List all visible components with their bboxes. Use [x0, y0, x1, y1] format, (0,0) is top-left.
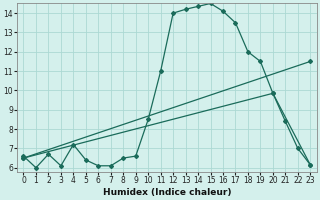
- X-axis label: Humidex (Indice chaleur): Humidex (Indice chaleur): [103, 188, 231, 197]
